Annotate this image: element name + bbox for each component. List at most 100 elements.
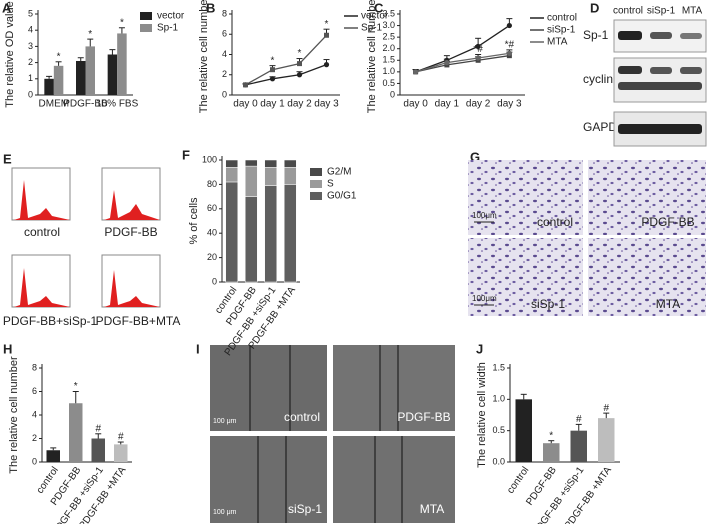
bar <box>69 403 83 462</box>
legend-swatch <box>140 12 152 20</box>
y-tick-label: 40 <box>207 228 217 238</box>
series-line <box>415 52 510 73</box>
lane-label: MTA <box>682 6 703 17</box>
legend-label: G2/M <box>327 167 351 178</box>
y-tick-label: 1.0 <box>382 66 395 76</box>
y-tick-label: 3.0 <box>382 20 395 30</box>
bar-segment <box>244 165 258 197</box>
band <box>618 124 702 134</box>
series-line <box>415 25 510 73</box>
x-tick-label: control <box>505 465 531 496</box>
legend-label: S <box>327 179 334 190</box>
annotation: * <box>74 381 78 392</box>
point <box>506 22 512 29</box>
lane-label: control <box>613 6 643 17</box>
bar-segment <box>225 167 239 183</box>
x-tick-label: day 0 <box>233 99 258 110</box>
wound-image <box>210 345 327 431</box>
annotation: # <box>576 414 582 425</box>
legend-label: Sp-1 <box>157 23 179 34</box>
wound-image <box>333 345 455 431</box>
y-tick-label: 0.5 <box>492 425 505 435</box>
x-tick-label: PDGF-BB <box>63 99 108 110</box>
band <box>650 67 672 74</box>
y-tick-label: 4 <box>32 409 37 419</box>
y-tick-label: 0.5 <box>382 78 395 88</box>
panel-letter: J <box>476 341 483 356</box>
annotation: * <box>271 55 275 66</box>
annotation: *# <box>505 40 515 51</box>
panel-letter: H <box>3 341 12 356</box>
annotation: # <box>95 423 101 434</box>
bar <box>543 443 560 462</box>
y-tick-label: 5 <box>28 8 33 18</box>
panel-letter: C <box>374 0 384 15</box>
point <box>297 61 302 67</box>
x-tick-label: day 3 <box>497 99 522 110</box>
y-tick-label: 4 <box>28 25 33 35</box>
point <box>324 32 329 38</box>
histogram-peak <box>14 268 70 307</box>
blot-panel: D control siSp-1 MTA Sp-1 cyclin D GAPDH <box>583 0 707 147</box>
y-tick-label: 1 <box>28 73 33 83</box>
y-tick-label: 60 <box>207 203 217 213</box>
band <box>650 32 672 39</box>
series-line <box>245 64 327 86</box>
bar-segment <box>264 167 278 186</box>
band <box>618 82 702 90</box>
y-axis-label: The relative cell width <box>476 362 488 468</box>
blot <box>613 57 707 103</box>
y-tick-label: 1.5 <box>382 55 395 65</box>
sample-label: control <box>24 225 60 239</box>
y-tick-label: 0 <box>212 276 217 286</box>
x-tick-label: day 0 <box>403 99 428 110</box>
y-axis-label: The relative OD value <box>4 1 16 107</box>
point <box>296 72 303 78</box>
histogram-peak <box>14 180 70 220</box>
y-tick-label: 0 <box>222 89 227 99</box>
bar-segment <box>283 184 297 283</box>
x-tick-label: day 3 <box>314 99 339 110</box>
panel-letter: E <box>3 151 12 166</box>
lane-label: siSp-1 <box>647 6 676 17</box>
y-tick-label: 2.5 <box>382 32 395 42</box>
annotation: * <box>298 48 302 59</box>
legend-swatch <box>310 168 322 176</box>
x-tick-label: day 2 <box>466 99 491 110</box>
bar <box>46 450 60 462</box>
row-label: Sp-1 <box>583 28 609 42</box>
legend-swatch <box>310 180 322 188</box>
legend-swatch <box>310 192 322 200</box>
annotation: # <box>603 403 609 414</box>
bar <box>515 399 532 462</box>
bar <box>570 430 587 462</box>
y-tick-label: 8 <box>222 8 227 18</box>
y-tick-label: 3 <box>28 41 33 51</box>
y-tick-label: 100 <box>202 154 217 164</box>
point <box>269 76 276 82</box>
bar <box>53 65 64 95</box>
micrograph-panel: G 100μm 100μm control PDGF-BB siSp-1 MTA <box>468 149 706 316</box>
bar <box>44 78 54 95</box>
y-axis-label: The relative cell number <box>198 0 210 113</box>
bar <box>85 46 95 95</box>
y-axis-label: The relative cell number <box>8 356 20 474</box>
band <box>618 31 642 40</box>
bar <box>91 438 105 462</box>
legend-label: vector <box>361 11 389 22</box>
x-tick-label: day 1 <box>260 99 285 110</box>
bar <box>598 418 615 462</box>
wound-image <box>210 436 327 523</box>
sample-label: PDGF-BB <box>397 410 450 424</box>
y-tick-label: 6 <box>32 386 37 396</box>
bar-segment <box>264 159 278 168</box>
sample-label: PDGF-BB+MTA <box>96 314 181 328</box>
point <box>444 60 450 66</box>
y-tick-label: 1.0 <box>492 394 505 404</box>
panel-letter: F <box>182 147 190 162</box>
sample-label: PDGF-BB <box>104 225 157 239</box>
sample-label: MTA <box>656 297 680 311</box>
sample-label: PDGF-BB <box>641 215 694 229</box>
panel-letter: A <box>2 0 12 15</box>
